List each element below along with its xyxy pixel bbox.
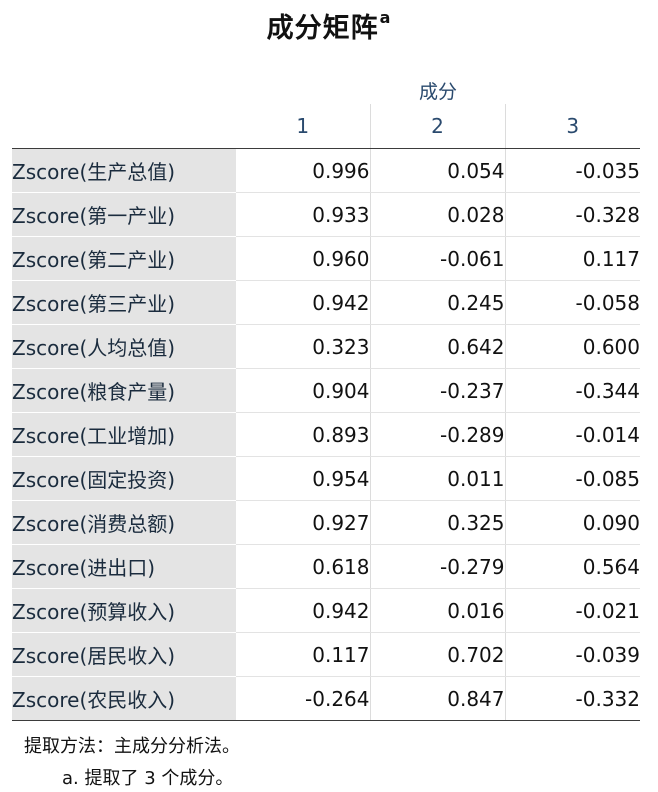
cell-value: 0.927 <box>236 500 370 545</box>
cell-value: 0.011 <box>369 456 505 501</box>
row-label: Zscore(消费总额) <box>12 500 236 545</box>
table-body: Zscore(生产总值) 0.996 0.054 -0.035 Zscore(第… <box>12 148 640 721</box>
cell-value: 0.245 <box>369 280 505 325</box>
table-title-wrapper: 成分矩阵a <box>0 6 658 45</box>
corner-cell <box>12 66 236 104</box>
cell-value: 0.325 <box>369 500 505 545</box>
component-matrix-table: 成分 1 2 3 Zscore(生产总值) 0.996 0.054 -0.035… <box>12 66 640 721</box>
row-label: Zscore(第二产业) <box>12 236 236 281</box>
cell-value: 0.117 <box>504 236 640 281</box>
row-label: Zscore(固定投资) <box>12 456 236 501</box>
cell-value: 0.960 <box>236 236 370 281</box>
row-label: Zscore(第三产业) <box>12 280 236 325</box>
cell-value: -0.035 <box>504 148 640 193</box>
cell-value: 0.117 <box>236 632 370 677</box>
row-label: Zscore(粮食产量) <box>12 368 236 413</box>
table-row: Zscore(工业增加) 0.893 -0.289 -0.014 <box>12 412 640 457</box>
cell-value: -0.328 <box>504 192 640 237</box>
table-row: Zscore(第一产业) 0.933 0.028 -0.328 <box>12 192 640 237</box>
column-header-1: 1 <box>236 104 370 149</box>
table-row: Zscore(生产总值) 0.996 0.054 -0.035 <box>12 148 640 193</box>
corner-cell-lower <box>12 104 236 149</box>
table-row: Zscore(第二产业) 0.960 -0.061 0.117 <box>12 236 640 281</box>
cell-value: 0.702 <box>369 632 505 677</box>
row-label: Zscore(第一产业) <box>12 192 236 237</box>
column-header-2: 2 <box>369 104 505 149</box>
table-row: Zscore(进出口) 0.618 -0.279 0.564 <box>12 544 640 589</box>
cell-value: 0.893 <box>236 412 370 457</box>
cell-value: 0.323 <box>236 324 370 369</box>
cell-value: 0.642 <box>369 324 505 369</box>
row-label: Zscore(人均总值) <box>12 324 236 369</box>
row-label: Zscore(居民收入) <box>12 632 236 677</box>
table-row: Zscore(第三产业) 0.942 0.245 -0.058 <box>12 280 640 325</box>
cell-value: -0.344 <box>504 368 640 413</box>
cell-value: 0.904 <box>236 368 370 413</box>
cell-value: -0.058 <box>504 280 640 325</box>
table-title: 成分矩阵a <box>266 8 392 44</box>
cell-value: 0.054 <box>369 148 505 193</box>
cell-value: -0.279 <box>369 544 505 589</box>
table-row: Zscore(固定投资) 0.954 0.011 -0.085 <box>12 456 640 501</box>
row-label: Zscore(生产总值) <box>12 148 236 193</box>
cell-value: -0.289 <box>369 412 505 457</box>
table-title-text: 成分矩阵 <box>266 13 379 44</box>
row-label: Zscore(预算收入) <box>12 588 236 633</box>
column-header-row: 1 2 3 <box>12 104 640 149</box>
cell-value: 0.016 <box>369 588 505 633</box>
extraction-method-footnote: 提取方法：主成分分析法。 <box>24 736 240 757</box>
cell-value: 0.954 <box>236 456 370 501</box>
cell-value: -0.039 <box>504 632 640 677</box>
group-header-component: 成分 <box>418 81 457 103</box>
row-label: Zscore(农民收入) <box>12 676 236 721</box>
cell-value: -0.014 <box>504 412 640 457</box>
table-row: Zscore(农民收入) -0.264 0.847 -0.332 <box>12 676 640 721</box>
cell-value: -0.332 <box>504 676 640 721</box>
cell-value: 0.564 <box>504 544 640 589</box>
row-label: Zscore(工业增加) <box>12 412 236 457</box>
title-footnote-marker: a <box>379 8 392 27</box>
table-row: Zscore(人均总值) 0.323 0.642 0.600 <box>12 324 640 369</box>
table-row: Zscore(预算收入) 0.942 0.016 -0.021 <box>12 588 640 633</box>
cell-value: -0.264 <box>236 676 370 721</box>
row-label: Zscore(进出口) <box>12 544 236 589</box>
cell-value: 0.090 <box>504 500 640 545</box>
cell-value: 0.847 <box>369 676 505 721</box>
cell-value: 0.942 <box>236 588 370 633</box>
table-row: Zscore(居民收入) 0.117 0.702 -0.039 <box>12 632 640 677</box>
cell-value: 0.996 <box>236 148 370 193</box>
table-row: Zscore(粮食产量) 0.904 -0.237 -0.344 <box>12 368 640 413</box>
cell-value: -0.085 <box>504 456 640 501</box>
components-extracted-footnote: a. 提取了 3 个成分。 <box>62 768 234 789</box>
cell-value: -0.021 <box>504 588 640 633</box>
table-row: Zscore(消费总额) 0.927 0.325 0.090 <box>12 500 640 545</box>
cell-value: -0.237 <box>369 368 505 413</box>
cell-value: 0.028 <box>369 192 505 237</box>
cell-value: -0.061 <box>369 236 505 281</box>
cell-value: 0.618 <box>236 544 370 589</box>
group-header-row: 成分 <box>12 66 640 104</box>
cell-value: 0.942 <box>236 280 370 325</box>
column-header-3: 3 <box>504 104 640 149</box>
cell-value: 0.600 <box>504 324 640 369</box>
cell-value: 0.933 <box>236 192 370 237</box>
